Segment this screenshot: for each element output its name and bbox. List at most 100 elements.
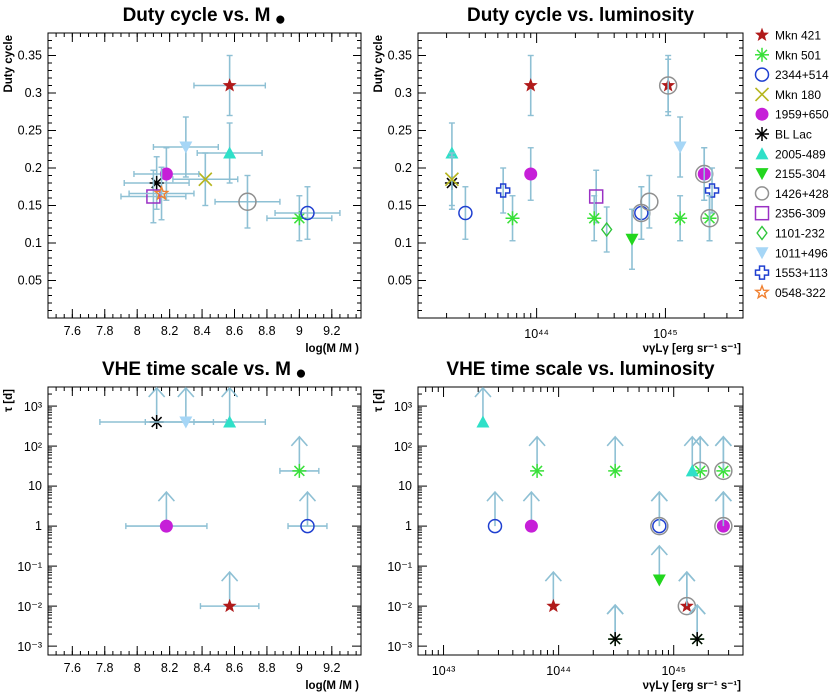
marker-diamond-open	[756, 225, 768, 241]
y-axis-label: τ [d]	[3, 389, 15, 412]
x-tick-label: 10⁴³	[432, 664, 455, 678]
marker-triangle-down	[179, 416, 193, 429]
x-tick-label: 7.6	[64, 661, 81, 675]
marker-stroke	[754, 87, 770, 102]
marker-circle-open	[754, 186, 770, 201]
marker-triangle-down	[673, 141, 687, 154]
plot-frame	[47, 32, 362, 319]
legend-entry: Mkn 421	[755, 27, 821, 43]
data-point	[714, 490, 733, 536]
chart-title: Duty cycle vs. luminosity	[467, 5, 694, 26]
marker-circle-filled	[524, 519, 538, 533]
axis-ticks	[48, 33, 361, 318]
data-point	[125, 490, 208, 533]
data-point	[528, 435, 546, 478]
marker-circle-open	[658, 76, 678, 95]
legend-entry: 2356-309	[754, 205, 826, 221]
marker-circle-open	[700, 209, 719, 228]
lower-limit-arrowhead	[650, 544, 668, 556]
marker-triangle-down	[625, 233, 639, 246]
y-tick-label: 0.2	[25, 161, 42, 175]
legend-label: Mkn 501	[775, 48, 821, 62]
x-tick-label: 7.6	[64, 324, 81, 338]
y-tick-label: 0.1	[395, 236, 412, 250]
marker-circle-open	[487, 518, 503, 534]
data-point	[279, 435, 320, 478]
y-axis-label: Duty cycle	[373, 35, 385, 93]
plot-frame	[47, 386, 362, 656]
data-point	[444, 152, 459, 207]
y-tick-label: 0.3	[25, 86, 42, 100]
data-point	[650, 490, 669, 536]
x-tick-label: 8.2	[161, 324, 178, 338]
lower-limit-arrowhead	[298, 490, 317, 502]
lower-limit-arrowhead	[678, 570, 696, 582]
marker-star-open	[153, 185, 170, 201]
marker-asterisk	[505, 211, 520, 226]
marker-circle-open	[640, 192, 659, 211]
data-point	[523, 54, 538, 117]
data-point	[588, 169, 604, 224]
marker-asterisk	[608, 463, 623, 478]
x-tick-label: 9	[296, 661, 303, 675]
lower-limit-arrowhead	[474, 386, 492, 398]
marker-circle-open	[300, 518, 315, 534]
y-tick-label: 0.05	[388, 274, 412, 288]
x-axis-label: νγLγ [erg sr⁻¹ s⁻¹]	[643, 680, 742, 692]
legend-label: Mkn 421	[775, 29, 821, 43]
marker-asterisk	[755, 127, 769, 141]
marker-cross-open	[704, 183, 720, 198]
x-tick-label: 9.2	[323, 661, 340, 675]
marker-asterisk	[292, 463, 307, 478]
marker-stroke	[588, 212, 600, 224]
marker-triangle-down	[652, 574, 666, 587]
x-tick-label: 8.8	[258, 661, 275, 675]
lower-limit-arrowhead	[177, 386, 195, 398]
marker-asterisk	[608, 632, 623, 647]
data-points	[444, 54, 720, 270]
marker-asterisk	[530, 463, 545, 478]
y-axis-label: Duty cycle	[3, 35, 15, 93]
marker-circle-open	[714, 516, 733, 536]
data-point	[99, 386, 215, 430]
marker-stroke	[691, 633, 703, 645]
x-tick-label: 10⁴⁴	[524, 327, 549, 341]
x-tick-label: 8	[134, 661, 141, 675]
marker-star-open	[753, 283, 771, 300]
y-tick-label: 0.2	[395, 161, 412, 175]
x-tick-label: 9.2	[323, 324, 340, 338]
legend-entry: BL Lac	[755, 127, 812, 142]
data-point	[600, 206, 613, 253]
lower-limit-arrowhead	[148, 386, 166, 398]
legend-label: 1101-232	[775, 227, 825, 241]
x-axis-label: νγLγ [erg sr⁻¹ s⁻¹]	[643, 343, 742, 355]
marker-asterisk	[755, 47, 769, 62]
y-tick-label: 10²	[394, 440, 412, 454]
x-axis-label: log(M /M )	[305, 680, 359, 692]
legend-entry: 1426+428	[754, 186, 829, 201]
marker-circle-open	[650, 516, 669, 536]
legend-label: 2356-309	[775, 207, 826, 221]
x-tick-label: 7.8	[96, 324, 113, 338]
axis-ticks	[418, 33, 744, 318]
data-point	[458, 186, 473, 240]
marker-stroke	[293, 212, 305, 224]
legend-label: 2005-489	[775, 147, 826, 161]
y-tick-label: 10⁻³	[17, 640, 42, 654]
data-point	[152, 116, 219, 178]
data-point	[700, 195, 719, 242]
marker-stroke	[674, 212, 686, 224]
data-point	[486, 490, 504, 534]
y-tick-label: 0.3	[395, 86, 412, 100]
y-tick-label: 10⁻²	[387, 600, 412, 614]
marker-stroke	[198, 172, 213, 187]
marker-triangle-up	[755, 147, 769, 160]
lower-limit-arrowhead	[691, 435, 709, 447]
marker-cross-open	[495, 183, 511, 198]
y-tick-label: 10³	[24, 400, 42, 414]
data-point	[505, 195, 520, 242]
marker-star-filled	[546, 598, 561, 613]
plot-frame	[417, 32, 744, 319]
marker-stroke	[756, 49, 768, 61]
x-tick-label: 8.8	[258, 324, 275, 338]
